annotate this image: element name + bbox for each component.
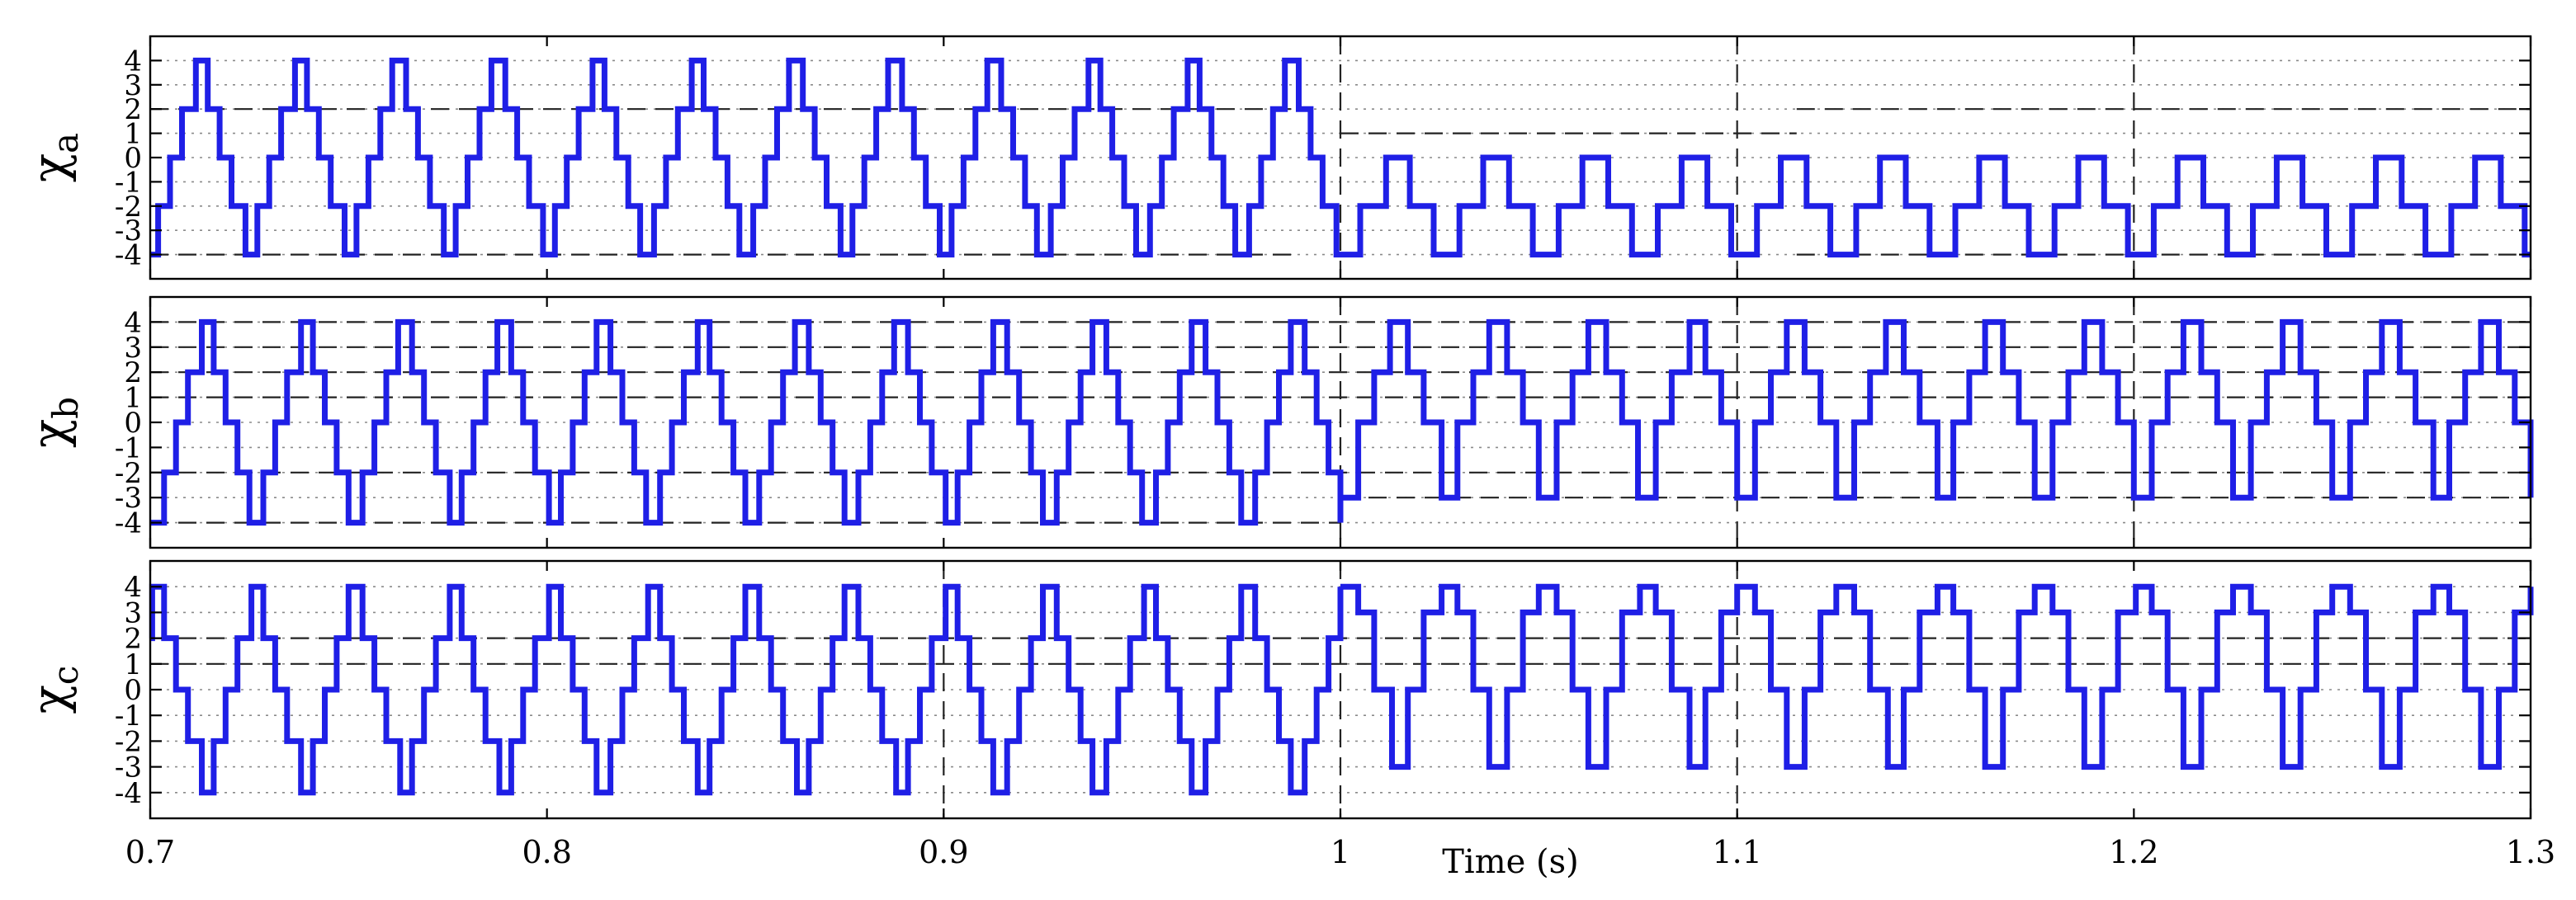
x-tick-label: 1.1 <box>1712 834 1761 870</box>
x-tick-label: 1.3 <box>2506 834 2555 870</box>
y-tick-label: -4 <box>115 239 142 272</box>
y-tick-label: 4 <box>124 45 142 78</box>
y-tick-label: -4 <box>115 777 142 810</box>
x-tick-label: 0.9 <box>919 834 968 870</box>
y-axis-label-a: χa <box>21 133 86 182</box>
x-axis-label: Time (s) <box>1442 843 1579 881</box>
y-tick-label: -3 <box>115 214 142 247</box>
x-axis: 0.7 0.8 0.9 1 1.1 1.2 1.3 <box>125 834 2555 870</box>
y-tick-label: -2 <box>115 457 142 490</box>
series-line-c-1 <box>1340 583 2534 770</box>
y-axis-label-c: χc <box>21 666 86 714</box>
y-tick-label: 2 <box>124 356 142 389</box>
series-line-c-0 <box>149 583 1344 796</box>
y-tick-label: 2 <box>124 623 142 656</box>
y-tick-label: 3 <box>124 332 142 365</box>
y-tick-label: -3 <box>115 752 142 785</box>
series-line-a-1 <box>1340 154 2531 258</box>
y-tick-label: -2 <box>115 191 142 224</box>
y-tick-label: -1 <box>115 166 142 199</box>
y-tick-label: 3 <box>124 596 142 629</box>
series-line-b-0 <box>150 318 1344 526</box>
y-tick-label: 1 <box>124 118 142 151</box>
y-tick-label: 2 <box>124 93 142 126</box>
y-tick-label: 3 <box>124 69 142 102</box>
y-tick-label: -4 <box>115 507 142 540</box>
y-tick-label: 0 <box>124 407 142 440</box>
x-tick-label: 0.8 <box>522 834 571 870</box>
y-axis-label-b: χb <box>21 397 86 448</box>
y-tick-label: -3 <box>115 482 142 515</box>
y-tick-label: 0 <box>124 142 142 175</box>
y-tick-label: 4 <box>124 571 142 604</box>
y-tick-label: 1 <box>124 648 142 681</box>
y-tick-label: 1 <box>124 382 142 415</box>
y-tick-label: 4 <box>124 306 142 339</box>
series-line-b-1 <box>1340 318 2534 501</box>
series-line-a-0 <box>150 57 1340 258</box>
x-tick-label: 1 <box>1331 834 1350 870</box>
x-tick-label: 0.7 <box>125 834 175 870</box>
x-tick-label: 1.2 <box>2109 834 2158 870</box>
chart-panels: -4-3-2-101234χa-4-3-2-101234χb-4-3-2-101… <box>21 35 2534 820</box>
y-tick-label: -1 <box>115 700 142 733</box>
y-tick-label: -2 <box>115 725 142 758</box>
y-tick-label: -1 <box>115 431 142 464</box>
y-tick-label: 0 <box>124 674 142 707</box>
